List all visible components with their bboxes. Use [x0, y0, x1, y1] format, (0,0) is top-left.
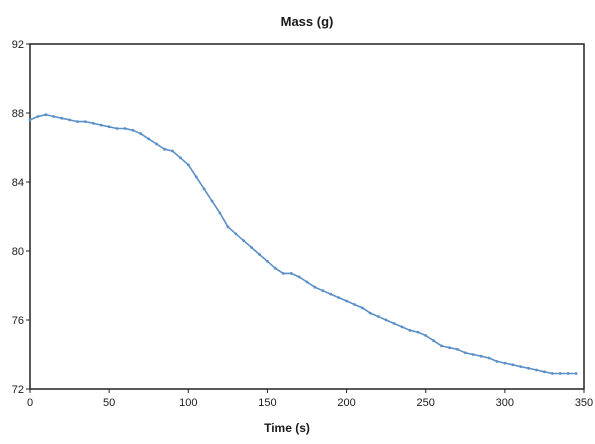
data-point [321, 289, 325, 293]
x-tick-label: 150 [258, 397, 276, 409]
data-point [155, 142, 159, 146]
data-point [91, 121, 95, 125]
data-point [266, 259, 269, 263]
data-point [52, 115, 56, 118]
data-point [384, 318, 388, 322]
data-point [527, 366, 530, 370]
x-tick-label: 350 [575, 397, 593, 409]
x-axis-label: Time (s) [264, 421, 310, 435]
x-axis-ticks: 0 50 100 150 200 250 300 350 [27, 389, 593, 409]
data-point [273, 266, 277, 270]
x-tick-label: 200 [337, 397, 355, 409]
data-point [218, 211, 222, 215]
data-point [107, 125, 111, 129]
data-point [361, 306, 364, 310]
data-point [368, 311, 372, 315]
data-point [258, 253, 261, 256]
data-point [503, 361, 507, 365]
data-point [376, 315, 380, 318]
chart-title: Mass (g) [281, 14, 334, 29]
data-point [242, 239, 246, 243]
data-point [432, 339, 435, 343]
data-point [305, 280, 309, 284]
data-point [68, 118, 71, 122]
x-tick-label: 100 [179, 397, 197, 409]
data-point [511, 363, 515, 367]
data-point [456, 347, 459, 351]
y-tick-label: 76 [12, 315, 24, 327]
plot-frame [29, 43, 585, 390]
x-tick-label: 50 [103, 397, 115, 409]
data-point [60, 116, 64, 120]
data-point [76, 120, 79, 123]
y-axis-ticks: 72 76 80 84 88 92 [12, 39, 30, 396]
data-point [202, 187, 206, 191]
data-point [123, 127, 127, 130]
data-point [519, 365, 523, 368]
data-point [210, 199, 214, 203]
data-point [179, 156, 182, 160]
data-point [392, 322, 396, 325]
data-point [234, 232, 238, 236]
data-point [400, 325, 404, 329]
data-point [558, 372, 562, 375]
data-point [163, 147, 166, 151]
data-point [281, 272, 285, 275]
mass-series-points [28, 113, 578, 375]
data-point [99, 123, 103, 127]
y-tick-label: 84 [12, 177, 24, 189]
x-tick-label: 250 [417, 397, 435, 409]
data-point [250, 246, 254, 249]
mass-series-line [29, 113, 577, 375]
data-point [297, 275, 301, 279]
data-point [408, 328, 412, 332]
data-point [171, 149, 174, 153]
data-point [84, 120, 87, 123]
data-point [479, 354, 483, 358]
data-point [345, 299, 348, 303]
data-point [115, 127, 119, 130]
data-point [194, 175, 198, 179]
data-point [448, 346, 451, 349]
data-point [186, 163, 190, 167]
data-point [313, 285, 317, 289]
data-point [226, 225, 230, 229]
data-point [574, 372, 578, 375]
data-point [535, 368, 538, 372]
data-point [566, 372, 570, 375]
y-tick-label: 92 [12, 39, 24, 51]
y-tick-label: 80 [12, 246, 24, 258]
x-tick-label: 300 [496, 397, 514, 409]
data-point [543, 370, 546, 374]
data-point [139, 132, 143, 136]
data-point [487, 356, 491, 360]
data-point [337, 296, 341, 299]
data-point [463, 351, 467, 355]
data-point [36, 115, 40, 118]
data-point [44, 113, 48, 117]
data-point [416, 330, 420, 334]
data-point [329, 292, 333, 296]
data-point [28, 118, 32, 122]
data-point [289, 272, 293, 275]
data-point [495, 360, 499, 363]
data-point [424, 334, 428, 337]
y-tick-label: 72 [12, 384, 24, 396]
data-point [440, 344, 443, 348]
x-tick-label: 0 [27, 397, 33, 409]
y-tick-label: 88 [12, 108, 24, 120]
data-point [147, 137, 151, 141]
data-point [471, 353, 475, 356]
data-point [353, 303, 356, 306]
data-point [131, 128, 135, 132]
data-point [550, 372, 554, 375]
